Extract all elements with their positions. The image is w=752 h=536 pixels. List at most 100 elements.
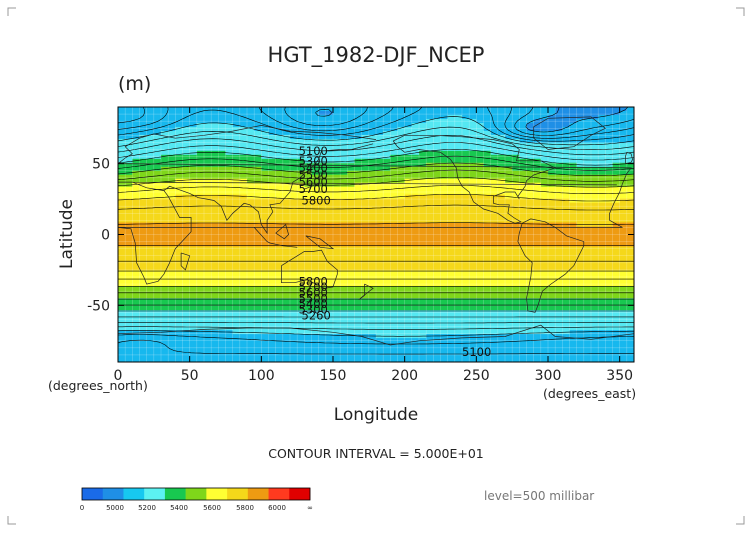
field-cell bbox=[196, 234, 205, 240]
field-cell bbox=[211, 226, 219, 232]
field-cell bbox=[232, 186, 241, 192]
field-cell bbox=[125, 142, 133, 148]
field-cell bbox=[497, 270, 506, 275]
field-cell bbox=[268, 354, 277, 359]
field-cell bbox=[311, 186, 320, 192]
field-cell bbox=[426, 154, 434, 160]
field-cell bbox=[118, 346, 126, 351]
colorbar-tick-label: 0 bbox=[80, 504, 84, 512]
field-cell bbox=[261, 234, 270, 240]
field-cell bbox=[304, 222, 313, 228]
field-cell bbox=[540, 298, 549, 303]
field-cell bbox=[225, 174, 234, 180]
field-cell bbox=[368, 170, 377, 176]
field-cell bbox=[462, 286, 470, 291]
field-cell bbox=[569, 238, 578, 244]
field-cell bbox=[361, 218, 370, 224]
field-cell bbox=[182, 258, 191, 263]
field-cell bbox=[497, 238, 506, 244]
field-cell bbox=[196, 202, 205, 208]
field-cell bbox=[426, 266, 434, 271]
field-cell bbox=[196, 302, 205, 307]
field-cell bbox=[390, 242, 399, 248]
field-cell bbox=[469, 202, 477, 208]
field-cell bbox=[612, 278, 621, 283]
field-cell bbox=[440, 350, 449, 355]
field-cell bbox=[619, 154, 628, 160]
field-cell bbox=[591, 326, 599, 331]
field-cell bbox=[433, 354, 442, 359]
field-cell bbox=[196, 358, 205, 362]
field-cell bbox=[297, 186, 305, 192]
field-cell bbox=[304, 142, 313, 148]
field-cell bbox=[239, 294, 248, 299]
field-cell bbox=[512, 282, 520, 287]
field-cell bbox=[397, 274, 406, 279]
field-cell bbox=[311, 234, 320, 240]
field-cell bbox=[175, 342, 184, 347]
field-cell bbox=[282, 190, 291, 196]
field-cell bbox=[626, 234, 634, 240]
field-cell bbox=[247, 110, 255, 116]
field-cell bbox=[397, 306, 406, 311]
filled-contour-bands bbox=[118, 107, 634, 362]
field-cell bbox=[433, 266, 442, 271]
field-cell bbox=[626, 214, 634, 220]
field-cell bbox=[204, 242, 212, 248]
field-cell bbox=[304, 170, 313, 176]
field-cell bbox=[261, 318, 270, 323]
field-cell bbox=[125, 270, 133, 275]
field-cell bbox=[454, 314, 463, 319]
field-cell bbox=[612, 130, 621, 136]
field-cell bbox=[268, 170, 277, 176]
field-cell bbox=[333, 338, 341, 343]
field-cell bbox=[146, 306, 155, 311]
field-cell bbox=[490, 346, 499, 351]
field-cell bbox=[526, 354, 535, 359]
field-cell bbox=[404, 274, 413, 279]
field-cell bbox=[598, 334, 606, 339]
field-cell bbox=[354, 314, 363, 319]
field-cell bbox=[555, 186, 563, 192]
field-cell bbox=[490, 178, 499, 184]
field-cell bbox=[333, 138, 341, 144]
field-cell bbox=[175, 202, 184, 208]
field-cell bbox=[376, 162, 384, 168]
field-cell bbox=[132, 326, 141, 331]
field-cell bbox=[397, 130, 406, 136]
field-cell bbox=[189, 114, 198, 120]
field-cell bbox=[318, 286, 327, 291]
field-cell bbox=[239, 354, 248, 359]
field-cell bbox=[311, 110, 320, 116]
field-cell bbox=[161, 150, 169, 156]
field-cell bbox=[153, 174, 162, 180]
field-cell bbox=[232, 146, 241, 152]
field-cell bbox=[555, 334, 563, 339]
field-cell bbox=[218, 242, 227, 248]
level-note: level=500 millibar bbox=[484, 489, 594, 503]
field-cell bbox=[189, 298, 198, 303]
field-cell bbox=[576, 230, 585, 236]
field-cell bbox=[304, 138, 313, 144]
field-cell bbox=[297, 338, 305, 343]
field-cell bbox=[347, 226, 356, 232]
field-cell bbox=[376, 202, 384, 208]
field-cell bbox=[189, 266, 198, 271]
field-cell bbox=[254, 266, 262, 271]
field-cell bbox=[268, 230, 277, 236]
field-cell bbox=[626, 110, 634, 116]
field-cell bbox=[433, 166, 442, 172]
field-cell bbox=[153, 254, 162, 259]
coastline bbox=[275, 223, 289, 240]
field-cell bbox=[118, 138, 126, 144]
field-cell bbox=[311, 322, 320, 327]
field-cell bbox=[411, 154, 420, 160]
field-cell bbox=[218, 190, 227, 196]
field-cell bbox=[261, 294, 270, 299]
field-cell bbox=[239, 318, 248, 323]
field-cell bbox=[218, 270, 227, 275]
field-cell bbox=[182, 210, 191, 216]
field-cell bbox=[383, 330, 391, 335]
field-cell bbox=[440, 107, 449, 112]
field-cell bbox=[297, 266, 305, 271]
